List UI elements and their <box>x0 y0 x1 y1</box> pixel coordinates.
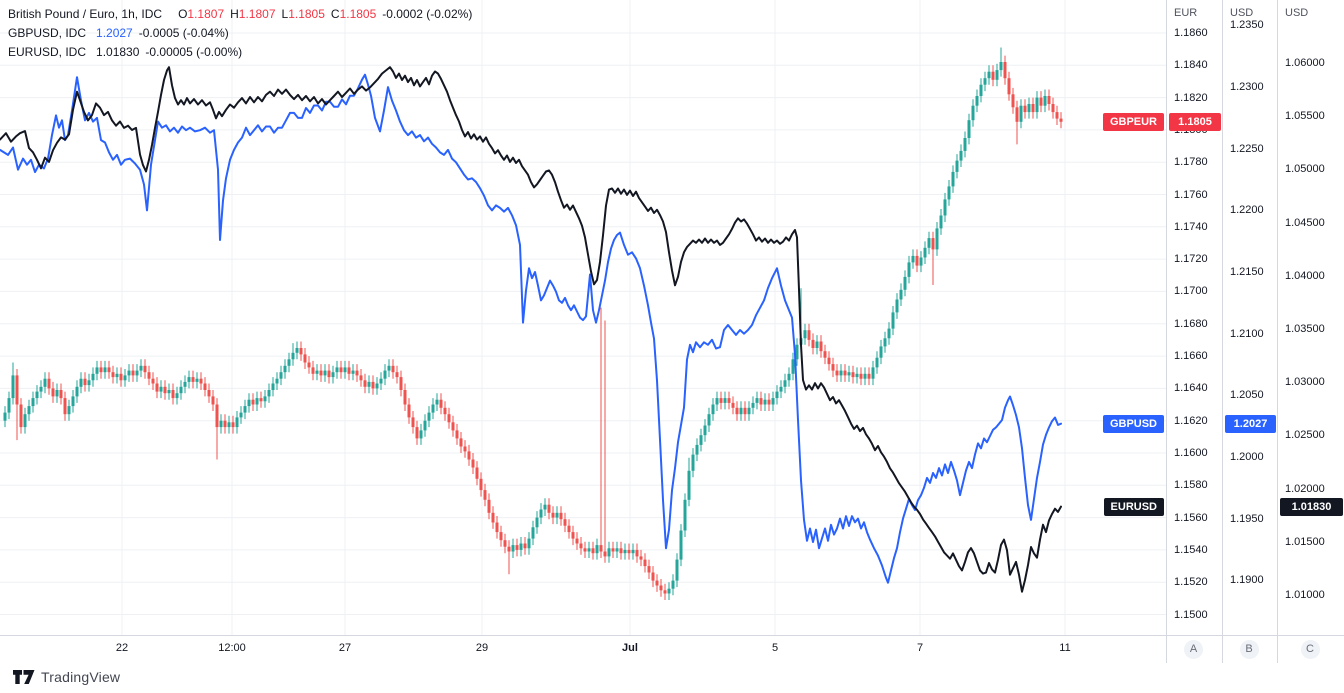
price-tick: 1.1780 <box>1174 156 1208 169</box>
time-label: 7 <box>916 642 924 654</box>
price-tick: 1.1600 <box>1174 447 1208 459</box>
price-scale-a-currency-label: EUR <box>1174 7 1198 19</box>
time-label: 12:00 <box>218 642 246 654</box>
price-tick: 1.03500 <box>1285 322 1325 335</box>
price-tick: 1.03000 <box>1285 376 1325 389</box>
time-label: 27 <box>338 642 352 654</box>
price-tick: 1.02000 <box>1285 482 1325 495</box>
series-label-eurusd: EURUSD <box>1103 497 1164 516</box>
price-tick: 1.2200 <box>1230 204 1264 217</box>
price-tick: 1.06000 <box>1285 57 1325 69</box>
price-tick: 1.05500 <box>1285 110 1325 123</box>
time-label: 11 <box>1059 642 1071 654</box>
axis-separator <box>1222 636 1223 664</box>
change-value-gbpusd: -0.0005 (-0.04%) <box>138 26 229 40</box>
price-tick: 1.05000 <box>1285 163 1325 176</box>
price-tick: 1.01000 <box>1285 588 1325 601</box>
last-price-badge-a: 1.1805 <box>1169 112 1221 131</box>
time-label: 29 <box>475 642 489 654</box>
price-tick: 1.04500 <box>1285 216 1325 229</box>
scale-button-a[interactable]: A <box>1184 640 1203 659</box>
price-tick: 1.1520 <box>1174 576 1208 589</box>
price-tick: 1.1900 <box>1230 574 1264 587</box>
scale-button-b[interactable]: B <box>1239 640 1259 659</box>
price-tick: 1.2000 <box>1230 451 1264 463</box>
price-tick: 1.1580 <box>1174 479 1208 492</box>
price-tick: 1.1500 <box>1174 608 1208 621</box>
price-tick: 1.1640 <box>1174 382 1208 395</box>
price-tick: 1.1720 <box>1174 253 1208 266</box>
price-eurusd: 1.01830 <box>96 45 140 59</box>
axis-separator <box>1166 636 1167 664</box>
price-tick: 1.1660 <box>1174 350 1208 363</box>
time-label: 5 <box>771 642 779 654</box>
change-value-gbpeur: -0.0002 (-0.02%) <box>382 7 473 21</box>
price-scale-c[interactable]: USD 1.06000 1.05500 1.05000 1.04500 1.04000 1.… <box>1277 0 1344 635</box>
ohlc-close-label: C <box>330 7 340 21</box>
scale-button-c[interactable]: C <box>1300 640 1320 659</box>
price-tick: 1.04000 <box>1285 269 1325 282</box>
price-tick: 1.2350 <box>1230 19 1264 32</box>
time-label: 22 <box>115 642 129 654</box>
price-tick: 1.1740 <box>1174 220 1208 233</box>
price-scale-a[interactable]: EUR1.18601.18401.18201.18001.17801.17601… <box>1166 0 1223 635</box>
ohlc-low-label: L <box>281 7 289 21</box>
legend-symbol-eurusd[interactable]: EURUSD, IDC <box>8 45 87 59</box>
tradingview-logo-icon <box>13 669 35 684</box>
tradingview-logo[interactable]: TradingView <box>13 669 120 685</box>
ohlc-open-label: O <box>178 7 188 21</box>
legend-row-gbpusd: GBPUSD, IDC 1.2027 -0.0005 (-0.04%) <box>8 24 472 43</box>
ohlc-high-label: H <box>230 7 239 21</box>
price-tick: 1.1620 <box>1174 414 1208 427</box>
ohlc-close-value: 1.1805 <box>339 7 377 21</box>
ohlc-high-value: 1.1807 <box>238 7 276 21</box>
price-tick: 1.1840 <box>1174 59 1208 72</box>
legend-symbol-gbpeur[interactable]: British Pound / Euro, 1h, IDC <box>8 7 163 21</box>
legend: British Pound / Euro, 1h, IDC O1.1807 H1.1… <box>8 5 472 62</box>
last-price-badge-b: 1.2027 <box>1225 414 1276 433</box>
time-axis[interactable]: 22 12:00 27 29 Jul 5 7 11 A B C <box>0 635 1344 665</box>
price-gbpusd: 1.2027 <box>96 26 133 40</box>
price-tick: 1.1820 <box>1174 91 1208 104</box>
price-tick: 1.1540 <box>1174 543 1208 556</box>
price-tick: 1.2250 <box>1230 142 1264 155</box>
price-tick: 1.1700 <box>1174 285 1208 298</box>
ohlc-open-value: 1.1807 <box>187 7 225 21</box>
price-tick: 1.2100 <box>1230 327 1264 340</box>
price-tick: 1.1760 <box>1174 188 1208 201</box>
price-tick: 1.2150 <box>1230 266 1264 278</box>
time-label: Jul <box>622 642 638 654</box>
chart-plot-svg[interactable] <box>0 0 1166 635</box>
price-tick: 1.01500 <box>1285 535 1325 548</box>
chart-canvas[interactable]: British Pound / Euro, 1h, IDC O1.1807 H1.1… <box>0 0 1166 635</box>
footer: TradingView <box>0 663 1344 693</box>
price-scale-b-currency-label: USD <box>1230 7 1254 19</box>
change-value-eurusd: -0.00005 (-0.00%) <box>145 45 243 59</box>
price-tick: 1.02500 <box>1285 429 1325 442</box>
price-tick: 1.1680 <box>1174 317 1208 330</box>
legend-row-gbpeur: British Pound / Euro, 1h, IDC O1.1807 H1.1… <box>8 5 472 24</box>
price-tick: 1.1950 <box>1230 512 1264 525</box>
price-tick: 1.2300 <box>1230 81 1264 94</box>
tradingview-logo-text: TradingView <box>41 669 121 685</box>
series-label-gbpeur: GBPEUR <box>1102 112 1164 131</box>
price-tick: 1.1560 <box>1174 511 1208 524</box>
price-scale-c-currency-label: USD <box>1285 7 1309 19</box>
price-scale-b[interactable]: USD 1.2350 1.2300 1.2250 1.2200 1.2150 1.2100 1… <box>1222 0 1278 635</box>
series-label-gbpusd: GBPUSD <box>1102 414 1164 433</box>
price-tick: 1.1860 <box>1174 27 1208 39</box>
axis-separator <box>1277 636 1278 664</box>
legend-row-eurusd: EURUSD, IDC 1.01830 -0.00005 (-0.00%) <box>8 43 472 62</box>
price-tick: 1.2050 <box>1230 389 1264 402</box>
ohlc-low-value: 1.1805 <box>288 7 325 21</box>
legend-symbol-gbpusd[interactable]: GBPUSD, IDC <box>8 26 87 40</box>
last-price-badge-c: 1.01830 <box>1280 497 1343 516</box>
